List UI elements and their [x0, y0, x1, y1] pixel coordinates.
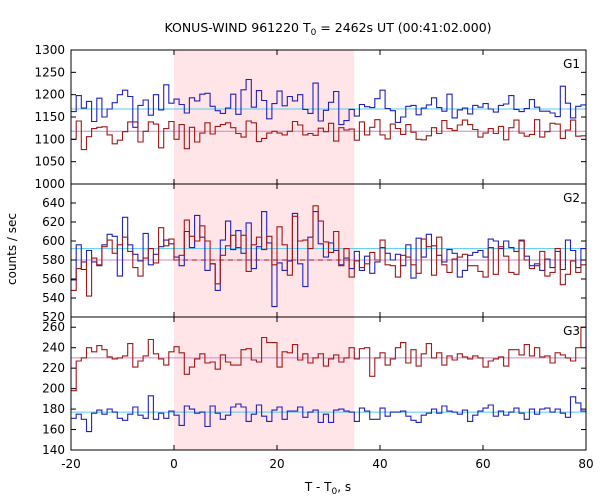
y-tick-label: 1300	[34, 43, 65, 57]
panel-label: G2	[563, 191, 580, 205]
title-main: KONUS-WIND 961220 T	[164, 20, 310, 35]
x-tick-label: 80	[578, 457, 593, 471]
x-label-main: T - T	[304, 480, 332, 494]
x-label-subscript: 0	[332, 487, 338, 497]
y-tick-label: 240	[42, 341, 65, 355]
y-tick-label: 640	[42, 196, 65, 210]
y-tick-label: 1000	[34, 177, 65, 191]
x-tick-label: 0	[170, 457, 178, 471]
y-tick-label: 620	[42, 215, 65, 229]
y-tick-label: 180	[42, 402, 65, 416]
panel-g1: 1000 1050 1100 1150 1200 1250 1300 G1	[34, 43, 587, 191]
y-tick-label: 160	[42, 423, 65, 437]
y-tick-label: 540	[42, 291, 65, 305]
series-line	[71, 78, 586, 128]
series-line	[71, 326, 586, 392]
series-line	[71, 395, 586, 433]
y-tick-label: 1200	[34, 88, 65, 102]
y-tick-label: 140	[42, 443, 65, 457]
plot-panels: 1000105011001150120012501300G15205405605…	[34, 43, 593, 471]
y-tick-label: 1100	[34, 132, 65, 146]
y-axis-label: counts / sec	[5, 213, 19, 285]
title-rest: = 2462s UT (00:41:02.000)	[316, 20, 491, 35]
x-tick-label: 20	[269, 457, 284, 471]
title-subscript: 0	[311, 28, 317, 38]
y-tick-label: 600	[42, 234, 65, 248]
chart-title: KONUS-WIND 961220 T0 = 2462s UT (00:41:0…	[164, 20, 491, 38]
y-tick-label: 1050	[34, 155, 65, 169]
y-tick-label: 580	[42, 253, 65, 267]
panel-frame	[70, 316, 587, 451]
y-tick-label: 520	[42, 310, 65, 324]
x-tick-label: 60	[475, 457, 490, 471]
x-tick-label: -20	[61, 457, 81, 471]
x-label-rest: , s	[337, 480, 351, 494]
series-line	[71, 205, 586, 297]
x-axis-label: T - T0, s	[304, 480, 351, 497]
panel-label: G1	[563, 57, 580, 71]
x-tick-label: 40	[372, 457, 387, 471]
y-tick-label: 560	[42, 272, 65, 286]
panel-label: G3	[563, 324, 580, 338]
y-tick-label: 220	[42, 361, 65, 375]
y-tick-label: 1250	[34, 65, 65, 79]
y-tick-label: 1150	[34, 110, 65, 124]
y-tick-label: 260	[42, 320, 65, 334]
y-tick-label: 200	[42, 382, 65, 396]
series-line	[71, 119, 586, 151]
panel-g2: 520 540 560 580 600 620 640 G2	[42, 183, 587, 324]
panel-g3: 140 160 180 200 220 240 260 G3	[42, 316, 587, 457]
